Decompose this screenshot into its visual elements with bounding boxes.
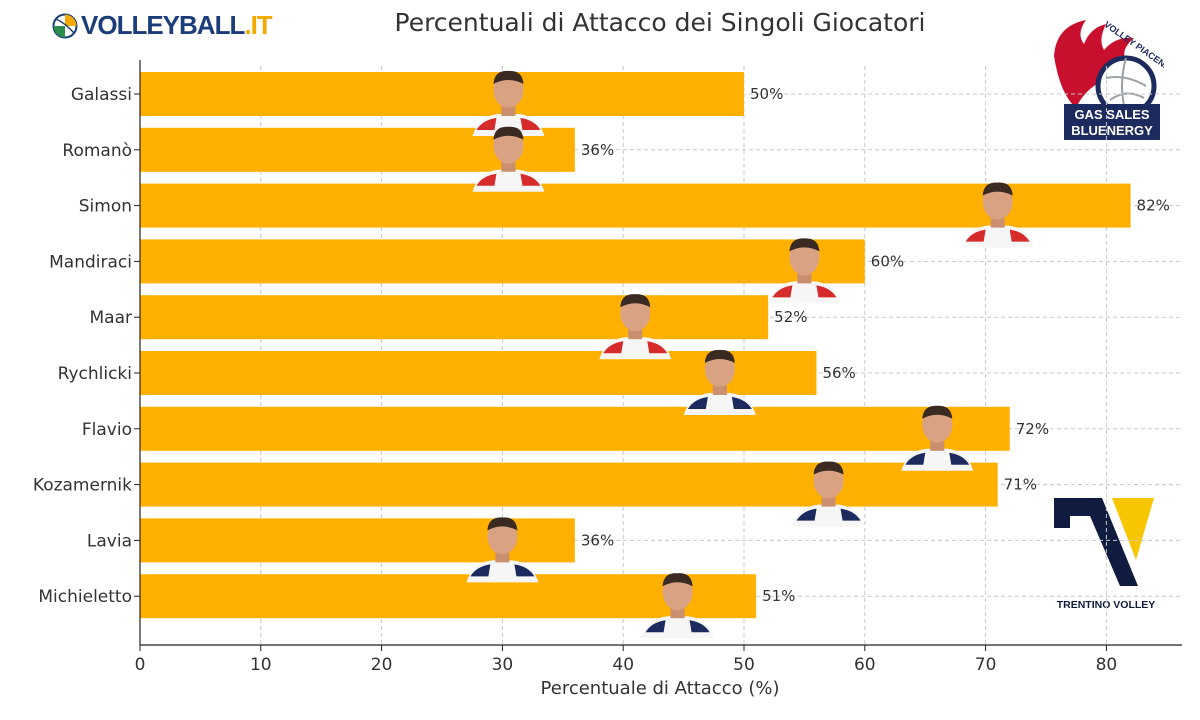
value-label-7: 71% — [1004, 476, 1037, 494]
jersey-accent-left — [476, 173, 497, 186]
hair-shape — [922, 405, 953, 419]
hair-shape — [620, 294, 651, 308]
category-label-7: Kozamernik — [33, 476, 132, 496]
brand-text: VOLLEYBALL.IT — [81, 10, 273, 41]
jersey-accent-left — [772, 285, 793, 298]
piacenza-logo-line3: BLUENERGY — [1071, 123, 1153, 138]
bar-5 — [140, 351, 817, 395]
value-label-0: 50% — [750, 85, 783, 103]
piacenza-logo-line2: GAS SALES — [1074, 107, 1149, 122]
value-label-5: 56% — [822, 364, 855, 382]
category-label-8: Lavia — [87, 531, 132, 551]
player-photo-3 — [768, 238, 841, 304]
player-photos — [466, 70, 1034, 639]
player-photo-5 — [683, 349, 756, 415]
x-tick-label-20: 20 — [371, 655, 393, 675]
brand-suffix: .IT — [244, 10, 272, 40]
hair-shape — [493, 126, 524, 140]
value-label-9: 51% — [762, 587, 795, 605]
hair-shape — [704, 349, 735, 363]
value-label-1: 36% — [581, 141, 614, 159]
jersey-accent-right — [647, 341, 668, 354]
jersey-accent-right — [816, 285, 837, 298]
jersey-accent-right — [520, 173, 541, 186]
x-tick-label-0: 0 — [135, 655, 146, 675]
category-label-0: Galassi — [71, 85, 132, 105]
hair-shape — [982, 182, 1013, 196]
player-photo-7 — [792, 461, 865, 527]
jersey-accent-right — [949, 452, 970, 465]
x-tick-label-40: 40 — [612, 655, 634, 675]
player-photo-2 — [961, 182, 1034, 248]
category-label-9: Michieletto — [38, 587, 132, 607]
bar-6 — [140, 406, 1010, 451]
hair-shape — [662, 573, 693, 587]
jersey-accent-left — [603, 341, 624, 354]
player-photo-8 — [466, 517, 539, 583]
volleyball-icon — [52, 13, 78, 38]
jersey-accent-right — [520, 118, 541, 130]
hair-shape — [487, 517, 518, 531]
jersey-accent-left — [965, 229, 986, 242]
value-label-8: 36% — [581, 531, 614, 549]
category-label-4: Maar — [90, 308, 133, 328]
chart-title: Percentuali di Attacco dei Singoli Gioca… — [394, 8, 926, 37]
jersey-accent-right — [1009, 229, 1030, 242]
x-tick-label-80: 80 — [1096, 655, 1118, 675]
jersey-accent-right — [514, 564, 535, 577]
jersey-accent-right — [840, 508, 861, 521]
brand-name: VOLLEYBALL — [81, 10, 245, 40]
piacenza-logo: VOLLEY PIACENZA GAS SALES BLUENERGY — [1054, 19, 1164, 140]
jersey-accent-left — [796, 508, 817, 521]
hair-shape — [493, 70, 524, 84]
x-axis-title: Percentuale di Attacco (%) — [541, 678, 780, 699]
x-tick-label-60: 60 — [854, 655, 876, 675]
player-photo-4 — [599, 294, 672, 360]
value-label-3: 60% — [871, 252, 904, 270]
player-photo-9 — [641, 573, 714, 639]
bar-2 — [140, 183, 1131, 228]
category-label-5: Rychlicki — [58, 364, 132, 384]
bar-3 — [140, 239, 865, 284]
jersey-accent-left — [645, 620, 666, 633]
bar-0 — [140, 72, 744, 116]
category-label-1: Romanò — [62, 141, 132, 161]
player-photo-0 — [472, 70, 545, 136]
jersey-accent-left — [476, 118, 497, 130]
volleyball-it-logo: VOLLEYBALL.IT — [52, 10, 273, 41]
category-label-2: Simon — [79, 197, 132, 217]
hair-shape — [789, 238, 820, 252]
bar-9 — [140, 574, 757, 619]
x-tick-label-70: 70 — [975, 655, 997, 675]
x-tick-label-30: 30 — [492, 655, 514, 675]
player-photo-1 — [472, 126, 545, 192]
jersey-accent-right — [731, 397, 752, 409]
player-photo-6 — [901, 405, 974, 471]
bar-7 — [140, 462, 998, 507]
labels: 50% Galassi 36% Romanò 82% Simon 60% Mandiraci 5… — [33, 85, 1170, 675]
jersey-accent-left — [905, 452, 926, 465]
jersey-accent-left — [687, 397, 708, 409]
value-label-4: 52% — [774, 308, 807, 326]
axes — [134, 60, 1182, 651]
x-tick-label-10: 10 — [250, 655, 272, 675]
jersey-accent-left — [470, 564, 491, 577]
x-tick-label-50: 50 — [733, 655, 755, 675]
value-label-2: 82% — [1137, 197, 1170, 215]
value-label-6: 72% — [1016, 420, 1049, 438]
bar-4 — [140, 295, 769, 340]
category-label-3: Mandiraci — [49, 252, 132, 272]
jersey-accent-right — [689, 620, 710, 633]
hair-shape — [813, 461, 844, 475]
category-label-6: Flavio — [82, 420, 132, 440]
